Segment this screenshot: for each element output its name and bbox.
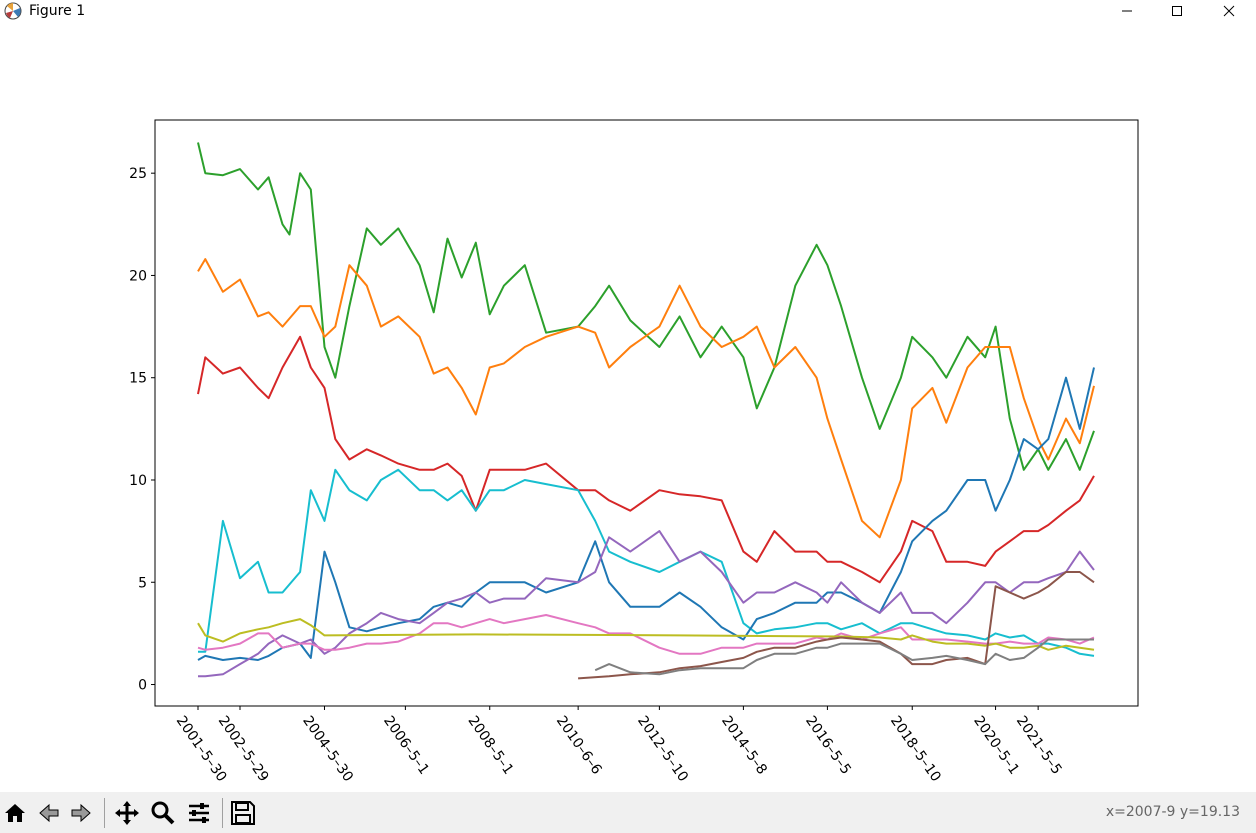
toolbar-separator — [222, 798, 223, 828]
series-line-1 — [197, 142, 1095, 471]
x-tick-label: 2012–5–10 — [634, 713, 691, 785]
back-arrow-icon — [39, 803, 59, 823]
y-tick-label: 0 — [138, 678, 147, 694]
navigation-toolbar: x=2007-9 y=19.13 — [0, 792, 1256, 833]
y-tick-label: 15 — [129, 371, 147, 387]
y-tick-label: 25 — [129, 166, 147, 182]
home-icon — [5, 804, 25, 822]
minimize-button[interactable] — [1102, 0, 1152, 22]
series-line-8 — [197, 618, 1095, 651]
matplotlib-logo-icon — [4, 2, 22, 20]
series-line-7 — [197, 614, 1095, 655]
series-line-3 — [197, 335, 1095, 584]
x-tick-label: 2018–5–10 — [887, 713, 944, 785]
toolbar-separator — [104, 798, 105, 828]
axes-frame — [154, 119, 1139, 707]
series-line-9 — [578, 571, 1095, 680]
y-tick-label: 20 — [129, 268, 147, 284]
forward-button[interactable] — [68, 800, 94, 826]
configure-subplots-icon — [189, 803, 209, 823]
pan-move-icon — [115, 801, 139, 825]
cursor-coordinates: x=2007-9 y=19.13 — [1105, 804, 1240, 820]
x-tick-label: 2006–5–1 — [380, 713, 432, 777]
window-titlebar: Figure 1 — [0, 0, 1256, 22]
y-tick-label: 5 — [138, 575, 147, 591]
x-tick-label: 2004–5–30 — [299, 713, 356, 785]
x-tick-label: 2016–5–5 — [802, 713, 854, 777]
series-line-10 — [594, 638, 1094, 676]
save-button[interactable] — [230, 800, 256, 826]
zoom-button[interactable] — [150, 800, 176, 826]
x-tick-label: 2010–6–6 — [553, 713, 605, 777]
y-tick-label: 10 — [129, 473, 147, 489]
configure-subplots-button[interactable] — [186, 800, 212, 826]
figure-canvas[interactable]: 0 5 10 15 20 25 2001–5–30 2002–5–29 2004–5–30 200… — [0, 22, 1256, 792]
maximize-button[interactable] — [1152, 0, 1202, 22]
minimize-icon — [1122, 10, 1132, 12]
close-icon — [1223, 5, 1235, 17]
close-button[interactable] — [1204, 0, 1254, 22]
zoom-magnifier-icon — [151, 801, 175, 825]
series-line-4 — [198, 468, 1095, 657]
series-line-5 — [197, 367, 1095, 661]
pan-button[interactable] — [114, 800, 140, 826]
series-line-2 — [197, 258, 1095, 539]
maximize-icon — [1172, 6, 1182, 16]
window-title: Figure 1 — [29, 3, 86, 19]
back-button[interactable] — [36, 800, 62, 826]
x-tick-label: 2014–5–8 — [718, 713, 770, 777]
forward-arrow-icon — [71, 803, 91, 823]
home-button[interactable] — [2, 800, 28, 826]
x-tick-label: 2008–5–1 — [464, 713, 516, 777]
save-icon — [231, 801, 255, 825]
series-line-6 — [198, 530, 1095, 678]
